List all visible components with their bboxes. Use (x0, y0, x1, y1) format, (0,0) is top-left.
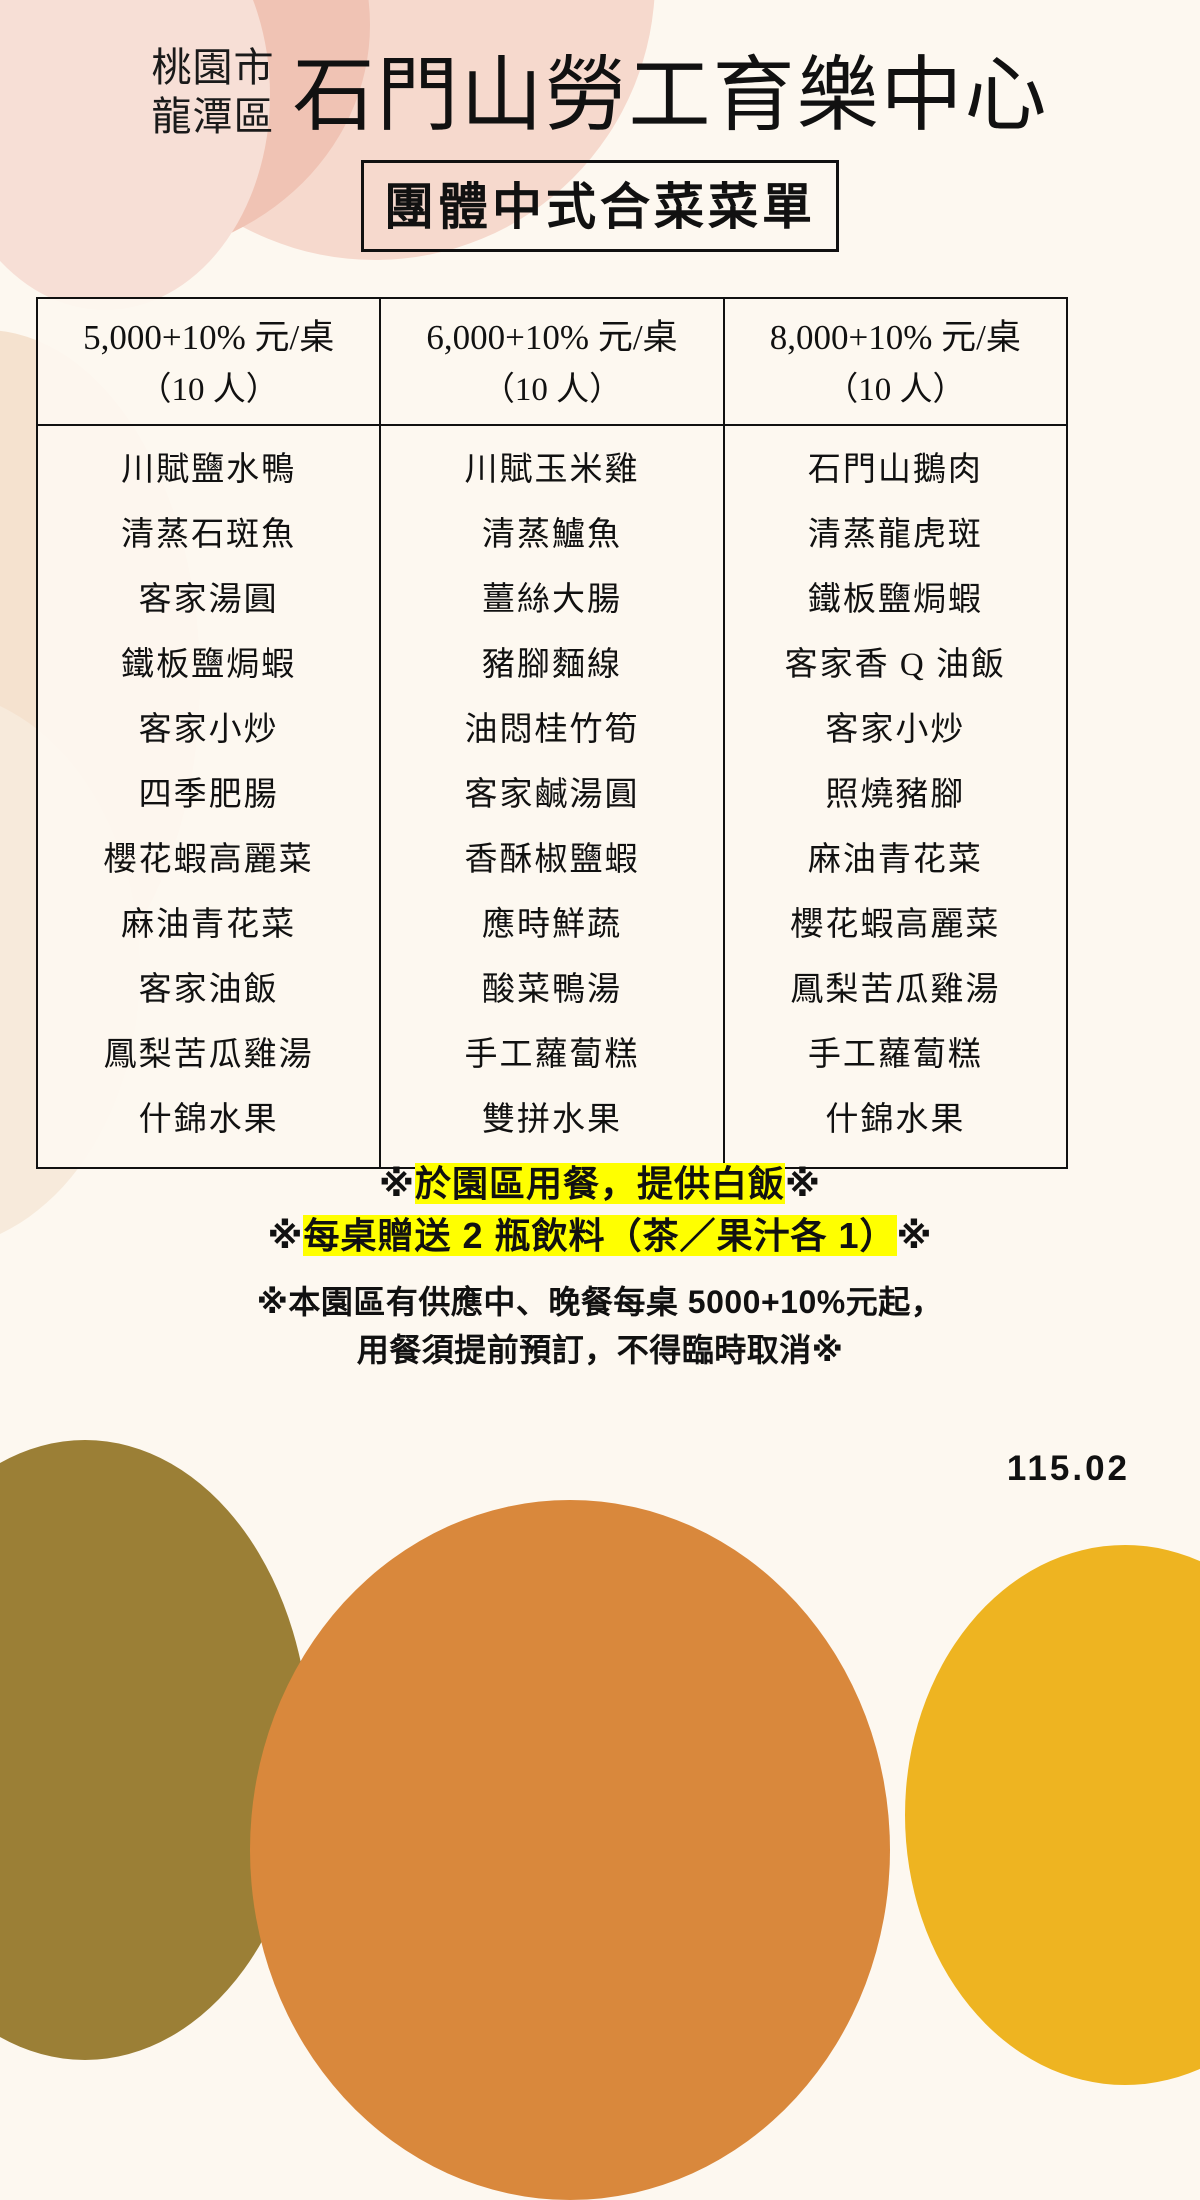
dish-item: 什錦水果 (825, 1102, 966, 1138)
poster-header: 桃園市 龍潭區 石門山勞工育樂中心 (0, 28, 1200, 147)
subtitle-container: 團體中式合菜菜單 (0, 160, 1200, 252)
note-reservation-block: ※本園區有供應中、晚餐每桌 5000+10%元起， 用餐須提前預訂，不得臨時取消… (0, 1278, 1200, 1374)
decorative-blob-olive (0, 1440, 310, 2060)
district-label: 桃園市 龍潭區 (151, 34, 274, 142)
price-header-cell-3: 8,000+10% 元/桌 （10 人） (722, 297, 1069, 426)
note-dining-rice: ※於園區用餐，提供白飯※ (0, 1158, 1200, 1210)
dish-item: 客家小炒 (825, 712, 966, 748)
footer-notes: ※於園區用餐，提供白飯※ ※每桌贈送 2 瓶飲料（茶／果汁各 1）※ ※本園區有… (0, 1158, 1200, 1374)
people-label-3: （10 人） (825, 372, 966, 408)
dish-item: 客家香 Q 油飯 (784, 647, 1006, 683)
menu-table: 5,000+10% 元/桌 （10 人） 6,000+10% 元/桌 （10 人… (35, 297, 1069, 1170)
price-header-row: 5,000+10% 元/桌 （10 人） 6,000+10% 元/桌 （10 人… (35, 297, 1069, 426)
dish-item: 客家小炒 (138, 712, 279, 748)
price-header-cell-2: 6,000+10% 元/桌 （10 人） (379, 297, 725, 426)
dish-item: 酸菜鴨湯 (481, 972, 622, 1008)
decorative-blob-yellow (905, 1545, 1200, 2085)
decorative-blob-orange (250, 1500, 890, 2200)
dish-item: 客家油飯 (138, 972, 279, 1008)
dish-item: 鳳梨苦瓜雞湯 (103, 1037, 314, 1073)
dish-item: 薑絲大腸 (481, 582, 622, 618)
dish-item: 油悶桂竹筍 (464, 712, 640, 748)
price-header-cell-1: 5,000+10% 元/桌 （10 人） (35, 297, 382, 426)
district-area: 龍潭區 (151, 94, 275, 139)
dish-item: 照燒豬腳 (825, 777, 966, 813)
dish-item: 鐵板鹽焗蝦 (807, 582, 983, 618)
people-label-1: （10 人） (138, 372, 279, 408)
district-city: 桃園市 (151, 45, 275, 90)
dish-item: 應時鮮蔬 (481, 907, 622, 943)
dish-item: 手工蘿蔔糕 (464, 1037, 640, 1073)
note1-prefix-mark: ※ (378, 1163, 415, 1204)
dish-item: 手工蘿蔔糕 (807, 1037, 983, 1073)
price-label-2: 6,000+10% 元/桌 (426, 318, 678, 357)
note2-suffix-mark: ※ (896, 1215, 933, 1257)
note1-highlight-text: 於園區用餐，提供白飯 (414, 1163, 785, 1204)
dish-list-1: 川賦鹽水鴨清蒸石斑魚客家湯圓鐵板鹽焗蝦客家小炒四季肥腸櫻花蝦高麗菜 麻油青花菜客家… (38, 426, 379, 1167)
note-reservation-line2: 用餐須提前預訂，不得臨時取消※ (356, 1332, 844, 1369)
dish-item: 川賦玉米雞 (464, 452, 640, 488)
dish-column-3: 石門山鵝肉清蒸龍虎斑鐵板鹽焗蝦客家香 Q 油飯 客家小炒照燒豬腳麻油青花菜櫻花蝦高… (723, 425, 1069, 1168)
dish-columns-row: 川賦鹽水鴨 清蒸石斑魚 客家湯圓 鐵板鹽焗蝦 客家小炒 四季肥腸 櫻花蝦高麗菜 麻油青花菜 客家… (35, 425, 1069, 1168)
note2-highlight-text: 每桌贈送 2 瓶飲料（茶／果汁各 1） (303, 1215, 897, 1257)
dish-item: 豬腳麵線 (481, 647, 622, 683)
dish-item: 香酥椒鹽蝦 (464, 842, 640, 878)
dish-list-3: 石門山鵝肉清蒸龍虎斑鐵板鹽焗蝦客家香 Q 油飯 客家小炒照燒豬腳麻油青花菜櫻花蝦高… (725, 426, 1066, 1167)
note-reservation-line1: ※本園區有供應中、晚餐每桌 5000+10%元起， (256, 1284, 944, 1321)
dish-item: 麻油青花菜 (121, 907, 297, 943)
dish-item: 清蒸石斑魚 (121, 517, 297, 553)
dish-item: 櫻花蝦高麗菜 (790, 907, 1001, 943)
note2-prefix-mark: ※ (267, 1215, 304, 1257)
page-title: 石門山勞工育樂中心 (292, 50, 1049, 141)
dish-item: 清蒸鱸魚 (481, 517, 622, 553)
dish-item: 川賦鹽水鴨 (121, 452, 297, 488)
note-free-drinks: ※每桌贈送 2 瓶飲料（茶／果汁各 1）※ (0, 1210, 1200, 1262)
dish-item: 鳳梨苦瓜雞湯 (790, 972, 1001, 1008)
dish-list-2: 川賦玉米雞清蒸鱸魚薑絲大腸豬腳麵線油悶桂竹筍客家鹹湯圓香酥椒鹽蝦應時鮮蔬酸菜鴨湯… (381, 426, 722, 1167)
dish-item: 客家湯圓 (138, 582, 279, 618)
dish-column-1: 川賦鹽水鴨清蒸石斑魚客家湯圓鐵板鹽焗蝦客家小炒四季肥腸櫻花蝦高麗菜 麻油青花菜客家… (35, 425, 382, 1168)
dish-item: 麻油青花菜 (807, 842, 983, 878)
people-label-2: （10 人） (481, 372, 623, 408)
dish-item: 石門山鵝肉 (807, 452, 983, 488)
dish-item: 櫻花蝦高麗菜 (103, 842, 314, 878)
dish-item: 什錦水果 (138, 1102, 279, 1138)
dish-item: 鐵板鹽焗蝦 (121, 647, 297, 683)
dish-item: 清蒸龍虎斑 (807, 517, 983, 553)
price-label-3: 8,000+10% 元/桌 (769, 318, 1021, 357)
menu-table-body: 川賦鹽水鴨 清蒸石斑魚 客家湯圓 鐵板鹽焗蝦 客家小炒 四季肥腸 櫻花蝦高麗菜 麻油青花菜 客家… (35, 425, 1069, 1170)
menu-subtitle: 團體中式合菜菜單 (361, 160, 839, 252)
price-label-1: 5,000+10% 元/桌 (83, 318, 335, 357)
menu-table-header: 5,000+10% 元/桌 （10 人） 6,000+10% 元/桌 （10 人… (35, 297, 1069, 426)
note1-suffix-mark: ※ (785, 1163, 821, 1204)
issue-date: 115.02 (1006, 1449, 1130, 1488)
dish-column-2: 川賦玉米雞清蒸鱸魚薑絲大腸豬腳麵線油悶桂竹筍客家鹹湯圓香酥椒鹽蝦應時鮮蔬酸菜鴨湯… (380, 425, 725, 1168)
dish-item: 雙拼水果 (481, 1102, 622, 1138)
dish-item: 四季肥腸 (138, 777, 279, 813)
dish-item: 客家鹹湯圓 (464, 777, 640, 813)
